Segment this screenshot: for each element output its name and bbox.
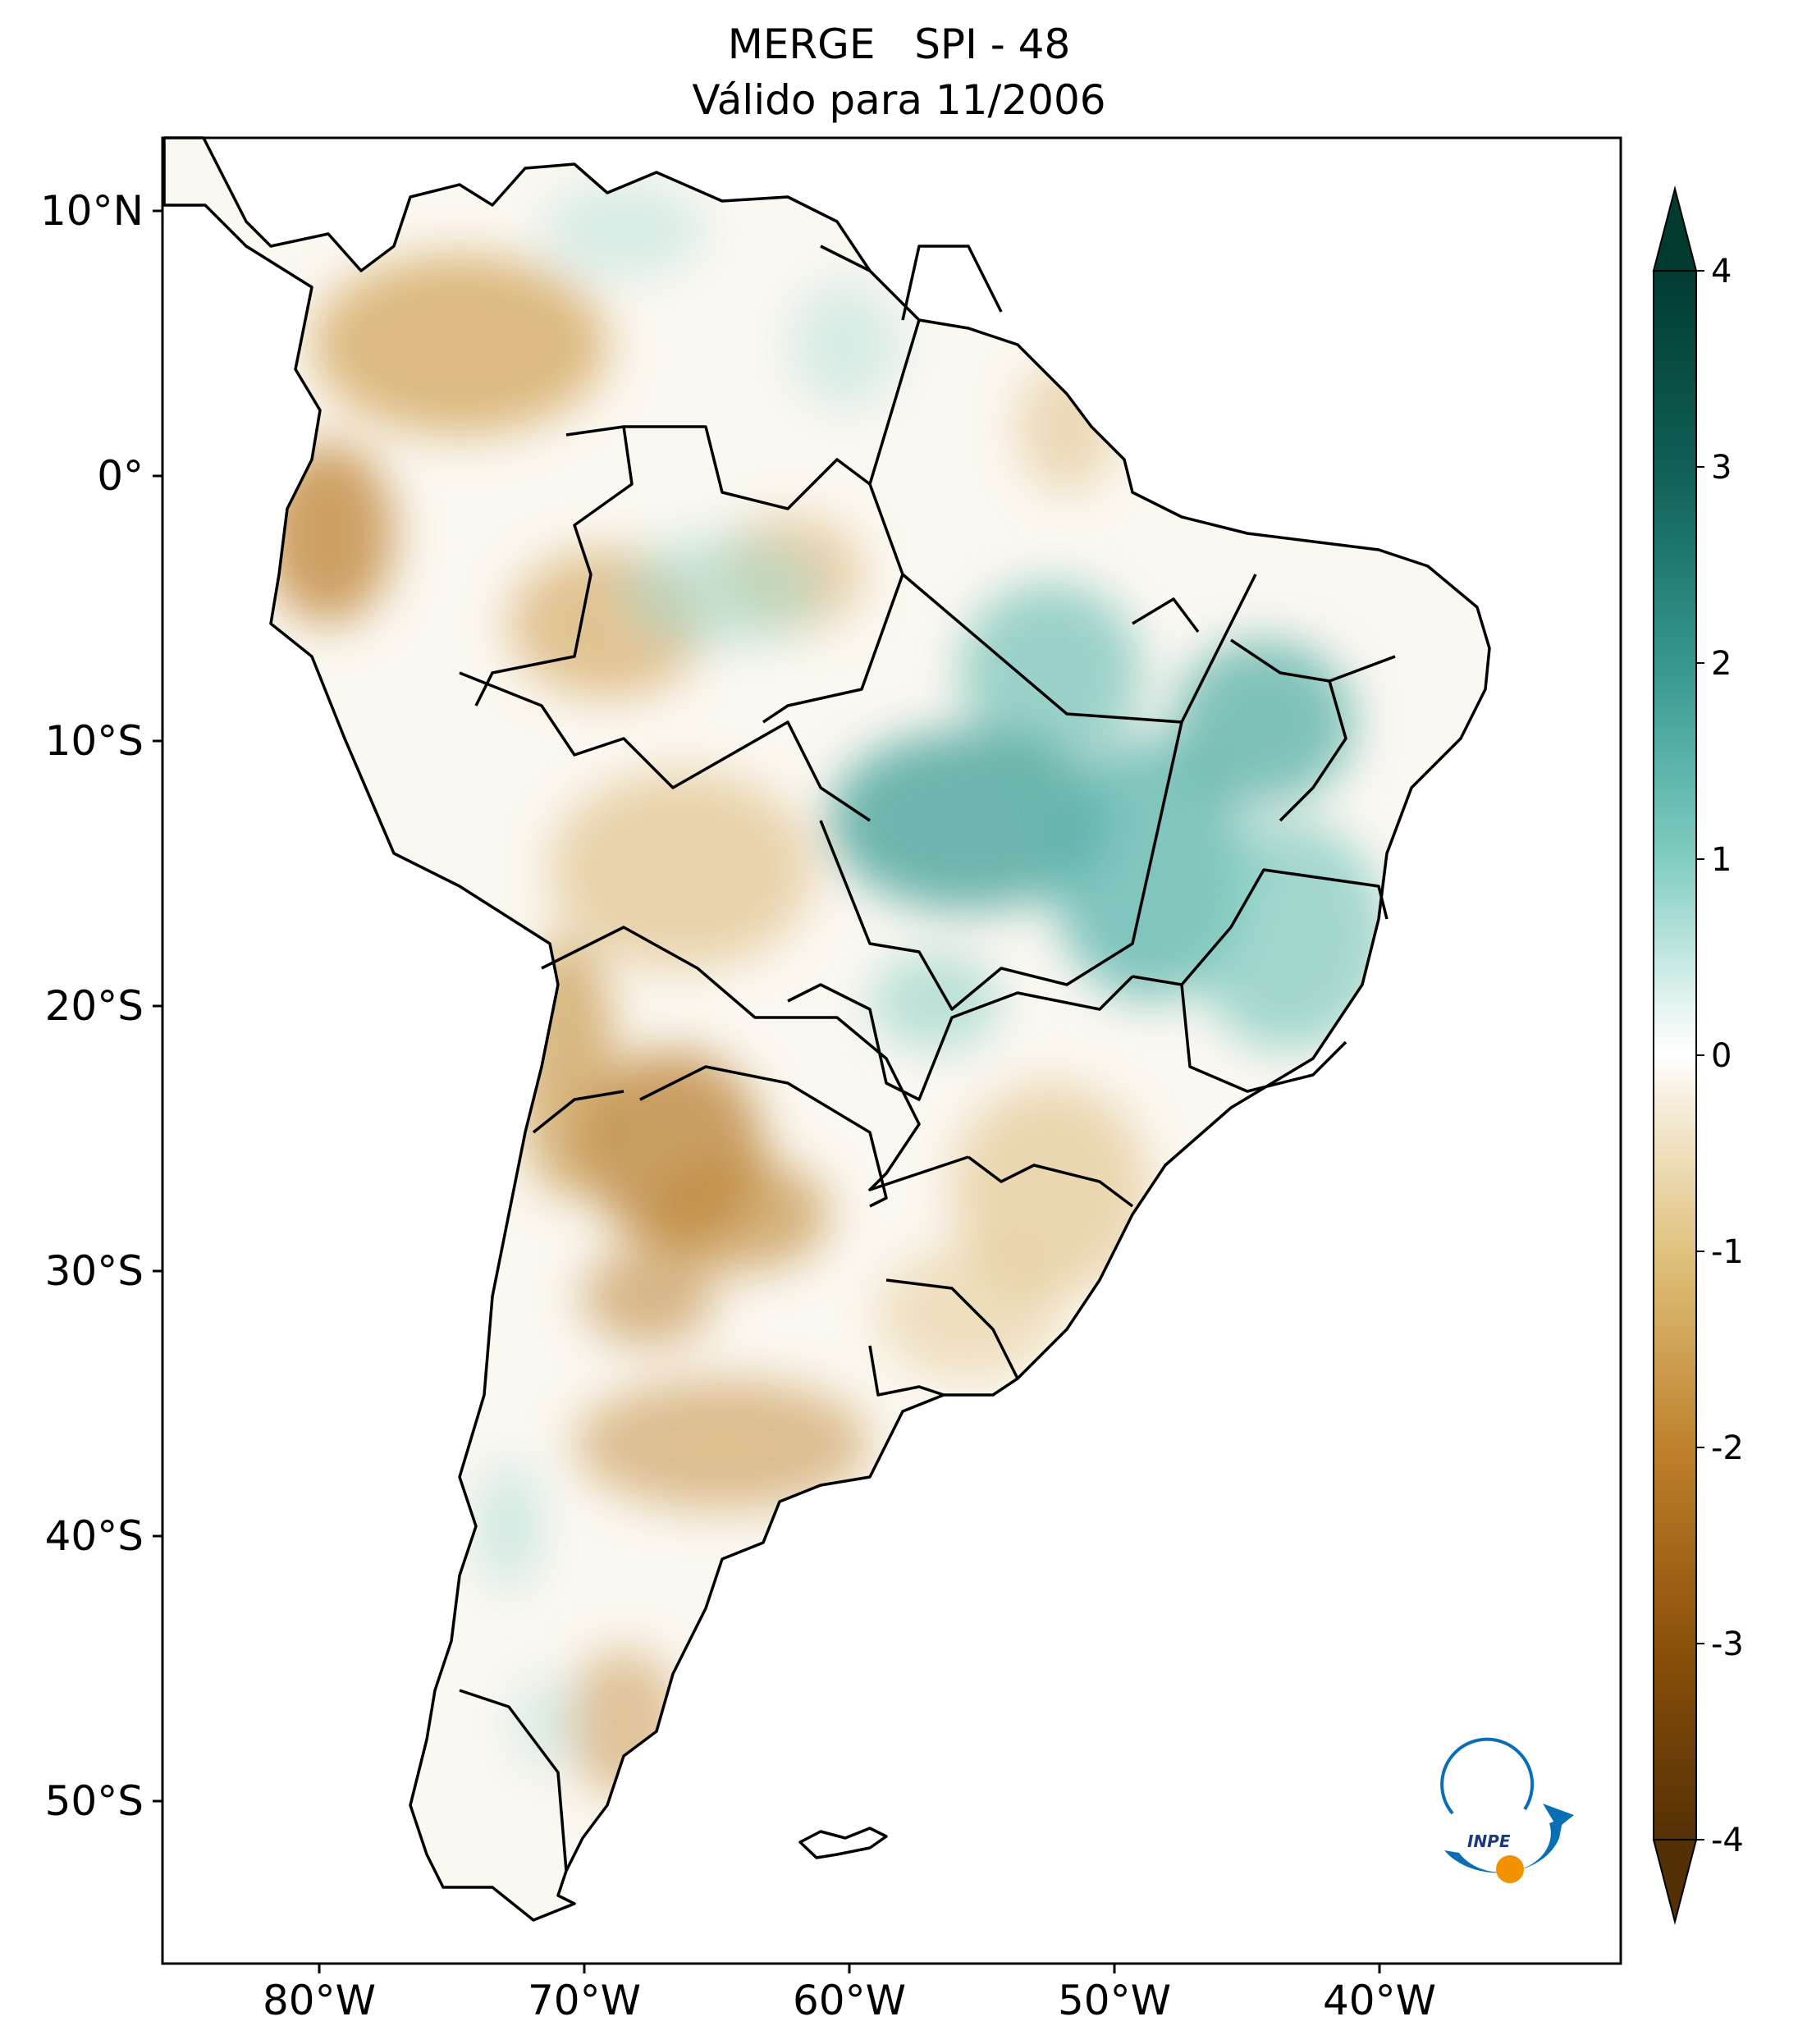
- lat-labels: 10°N 0° 10°S 20°S 30°S 40°S 50°S: [40, 187, 144, 1825]
- axis-ticks: [153, 209, 1381, 1973]
- lon-label: 40°W: [1323, 1977, 1436, 2024]
- colorbar-tick: -4: [1711, 1822, 1744, 1859]
- title-line-2: Válido para 11/2006: [692, 76, 1106, 124]
- colorbar-tick: -3: [1711, 1626, 1744, 1663]
- lon-label: 60°W: [793, 1977, 906, 2024]
- falkland-islands: [798, 1827, 888, 1859]
- lat-label: 10°S: [45, 717, 144, 765]
- colorbar-tick: 3: [1711, 449, 1732, 487]
- colorbar-tick: 1: [1711, 841, 1732, 879]
- lat-label: 0°: [97, 452, 144, 500]
- lat-label: 40°S: [45, 1512, 144, 1560]
- colorbar-tick: -1: [1711, 1233, 1744, 1271]
- lon-label: 50°W: [1058, 1977, 1171, 2024]
- title-line-1: MERGE SPI - 48: [727, 21, 1071, 68]
- lon-label: 70°W: [528, 1977, 641, 2024]
- inpe-logo: INPE: [1440, 1737, 1574, 1883]
- colorbar-tick: 4: [1711, 253, 1732, 290]
- lat-label: 20°S: [45, 982, 144, 1030]
- colorbar-gradient: [1653, 270, 1697, 1841]
- colorbar-tick: 2: [1711, 645, 1732, 683]
- lon-labels: 80°W 70°W 60°W 50°W 40°W: [263, 1977, 1436, 2024]
- lon-label: 80°W: [263, 1977, 376, 2024]
- country-borders: [459, 245, 1396, 1872]
- lat-label: 30°S: [45, 1247, 144, 1295]
- colorbar: 4 3 2 1 0 -1 -2 -3 -4: [1652, 185, 1744, 1925]
- colorbar-min-extension: [1652, 1839, 1698, 1925]
- lat-label: 50°S: [45, 1777, 144, 1825]
- colorbar-tick: -2: [1711, 1429, 1744, 1467]
- inpe-logo-text: INPE: [1467, 1831, 1511, 1851]
- colorbar-max-extension: [1652, 185, 1698, 272]
- colorbar-tick: 0: [1711, 1037, 1732, 1075]
- lat-label: 10°N: [40, 187, 144, 235]
